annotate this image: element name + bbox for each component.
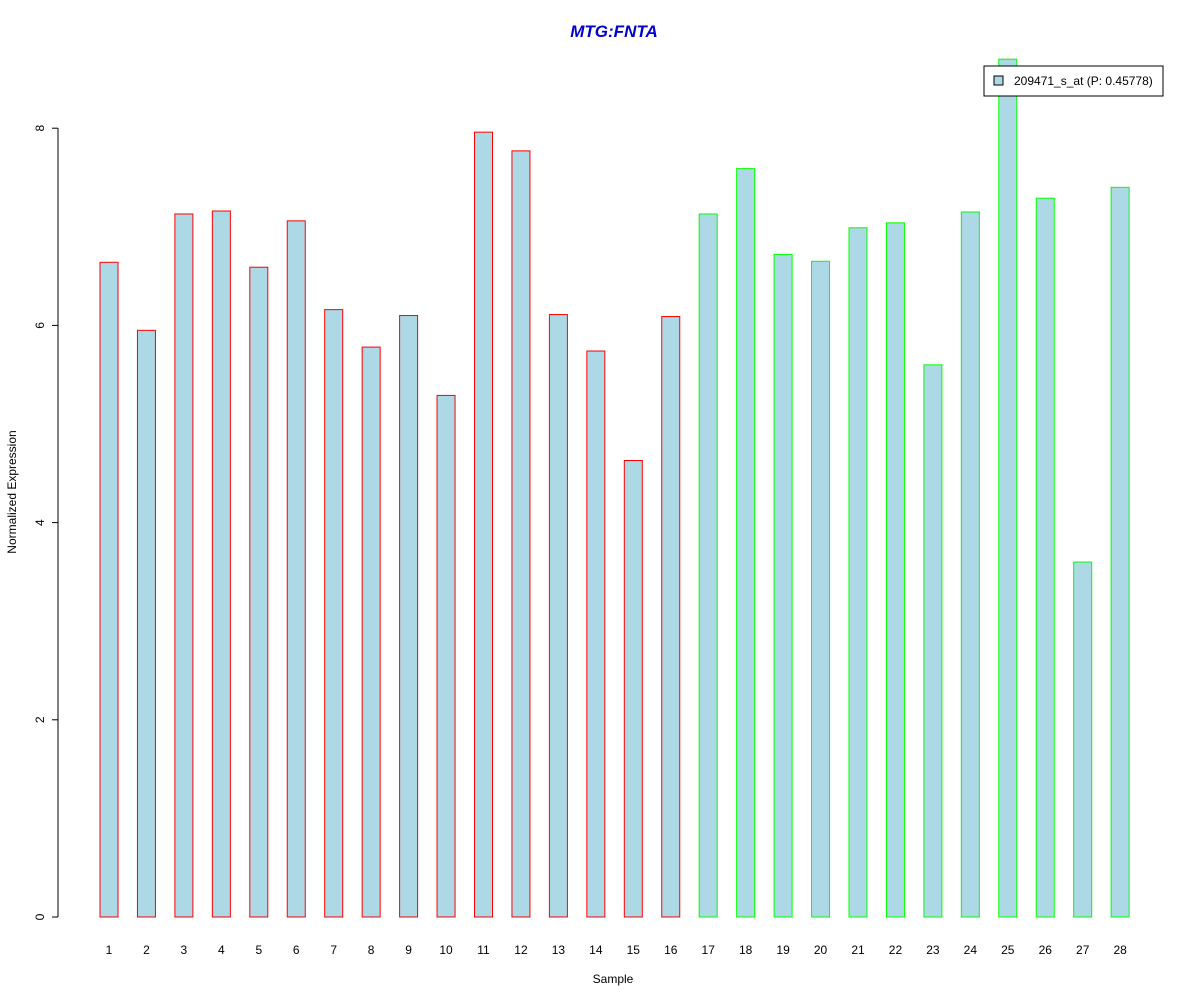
bar-sample-27 <box>1073 561 1093 918</box>
y-tick-label: 4 <box>33 519 47 526</box>
bar-sample-10 <box>436 394 456 918</box>
bar-sample-22 <box>885 222 905 918</box>
bar-sample-25 <box>998 58 1018 918</box>
bar-sample-8 <box>361 346 381 918</box>
y-tick-label: 2 <box>33 716 47 723</box>
x-axis-label: Sample <box>593 972 634 986</box>
bar-sample-13 <box>548 314 568 918</box>
x-tick-label: 21 <box>851 943 865 957</box>
x-tick-label: 7 <box>330 943 337 957</box>
x-tick-labels: 1 2 3 4 5 6 7 8 9 10 11 12 13 14 15 16 17 18 19 20 21 22 23 24 2… <box>106 943 1127 957</box>
x-tick-label: 18 <box>739 943 753 957</box>
bar-sample-18 <box>736 168 756 918</box>
x-tick-label: 17 <box>702 943 716 957</box>
x-tick-label: 2 <box>143 943 150 957</box>
bar-sample-20 <box>811 260 831 918</box>
x-tick-label: 1 <box>106 943 113 957</box>
bar-sample-14 <box>586 350 606 918</box>
bar-sample-7 <box>324 309 344 918</box>
bar-sample-11 <box>474 131 493 918</box>
bar-sample-24 <box>960 211 980 918</box>
x-tick-label: 16 <box>664 943 678 957</box>
bar-sample-28 <box>1110 186 1130 918</box>
bar-sample-23 <box>923 364 943 918</box>
legend-swatch <box>993 75 1004 86</box>
legend: 209471_s_at (P: 0.45778) <box>983 65 1164 97</box>
y-axis-label: Normalized Expression <box>5 430 19 553</box>
x-tick-label: 12 <box>514 943 528 957</box>
x-tick-label: 15 <box>627 943 641 957</box>
x-tick-label: 23 <box>926 943 940 957</box>
x-tick-label: 4 <box>218 943 225 957</box>
bar-sample-2 <box>136 329 156 918</box>
bar-sample-9 <box>399 315 419 918</box>
chart-title: MTG:FNTA <box>570 22 658 41</box>
x-tick-label: 24 <box>964 943 978 957</box>
y-tick-label: 6 <box>33 322 47 329</box>
legend-label: 209471_s_at (P: 0.45778) <box>1014 74 1153 88</box>
x-tick-label: 28 <box>1113 943 1127 957</box>
x-tick-label: 25 <box>1001 943 1015 957</box>
bar-sample-17 <box>698 213 718 918</box>
bar-sample-15 <box>623 459 643 918</box>
x-tick-label: 27 <box>1076 943 1090 957</box>
x-tick-label: 22 <box>889 943 903 957</box>
y-tick-label: 8 <box>33 125 47 132</box>
y-axis: 0 2 4 6 8 <box>33 125 59 920</box>
bar-sample-4 <box>211 210 231 918</box>
bar-sample-5 <box>249 266 269 918</box>
x-tick-label: 5 <box>255 943 262 957</box>
x-tick-label: 9 <box>405 943 412 957</box>
bar-sample-6 <box>286 220 306 918</box>
bar-sample-19 <box>773 253 793 918</box>
bar-sample-3 <box>174 213 194 918</box>
x-tick-label: 20 <box>814 943 828 957</box>
bar-sample-26 <box>1035 197 1055 918</box>
x-tick-label: 10 <box>439 943 453 957</box>
x-tick-label: 3 <box>181 943 188 957</box>
bar-sample-21 <box>848 227 868 918</box>
bar-sample-1 <box>99 261 119 918</box>
x-tick-label: 11 <box>477 943 490 957</box>
x-tick-label: 14 <box>589 943 603 957</box>
bar-sample-12 <box>511 150 531 918</box>
x-tick-label: 19 <box>776 943 790 957</box>
bar-sample-16 <box>661 316 681 918</box>
y-tick-label: 0 <box>33 913 47 920</box>
x-tick-label: 8 <box>368 943 375 957</box>
x-tick-label: 26 <box>1039 943 1053 957</box>
bars <box>99 58 1130 918</box>
x-tick-label: 13 <box>552 943 566 957</box>
x-tick-label: 6 <box>293 943 300 957</box>
legend-box <box>983 65 1164 97</box>
